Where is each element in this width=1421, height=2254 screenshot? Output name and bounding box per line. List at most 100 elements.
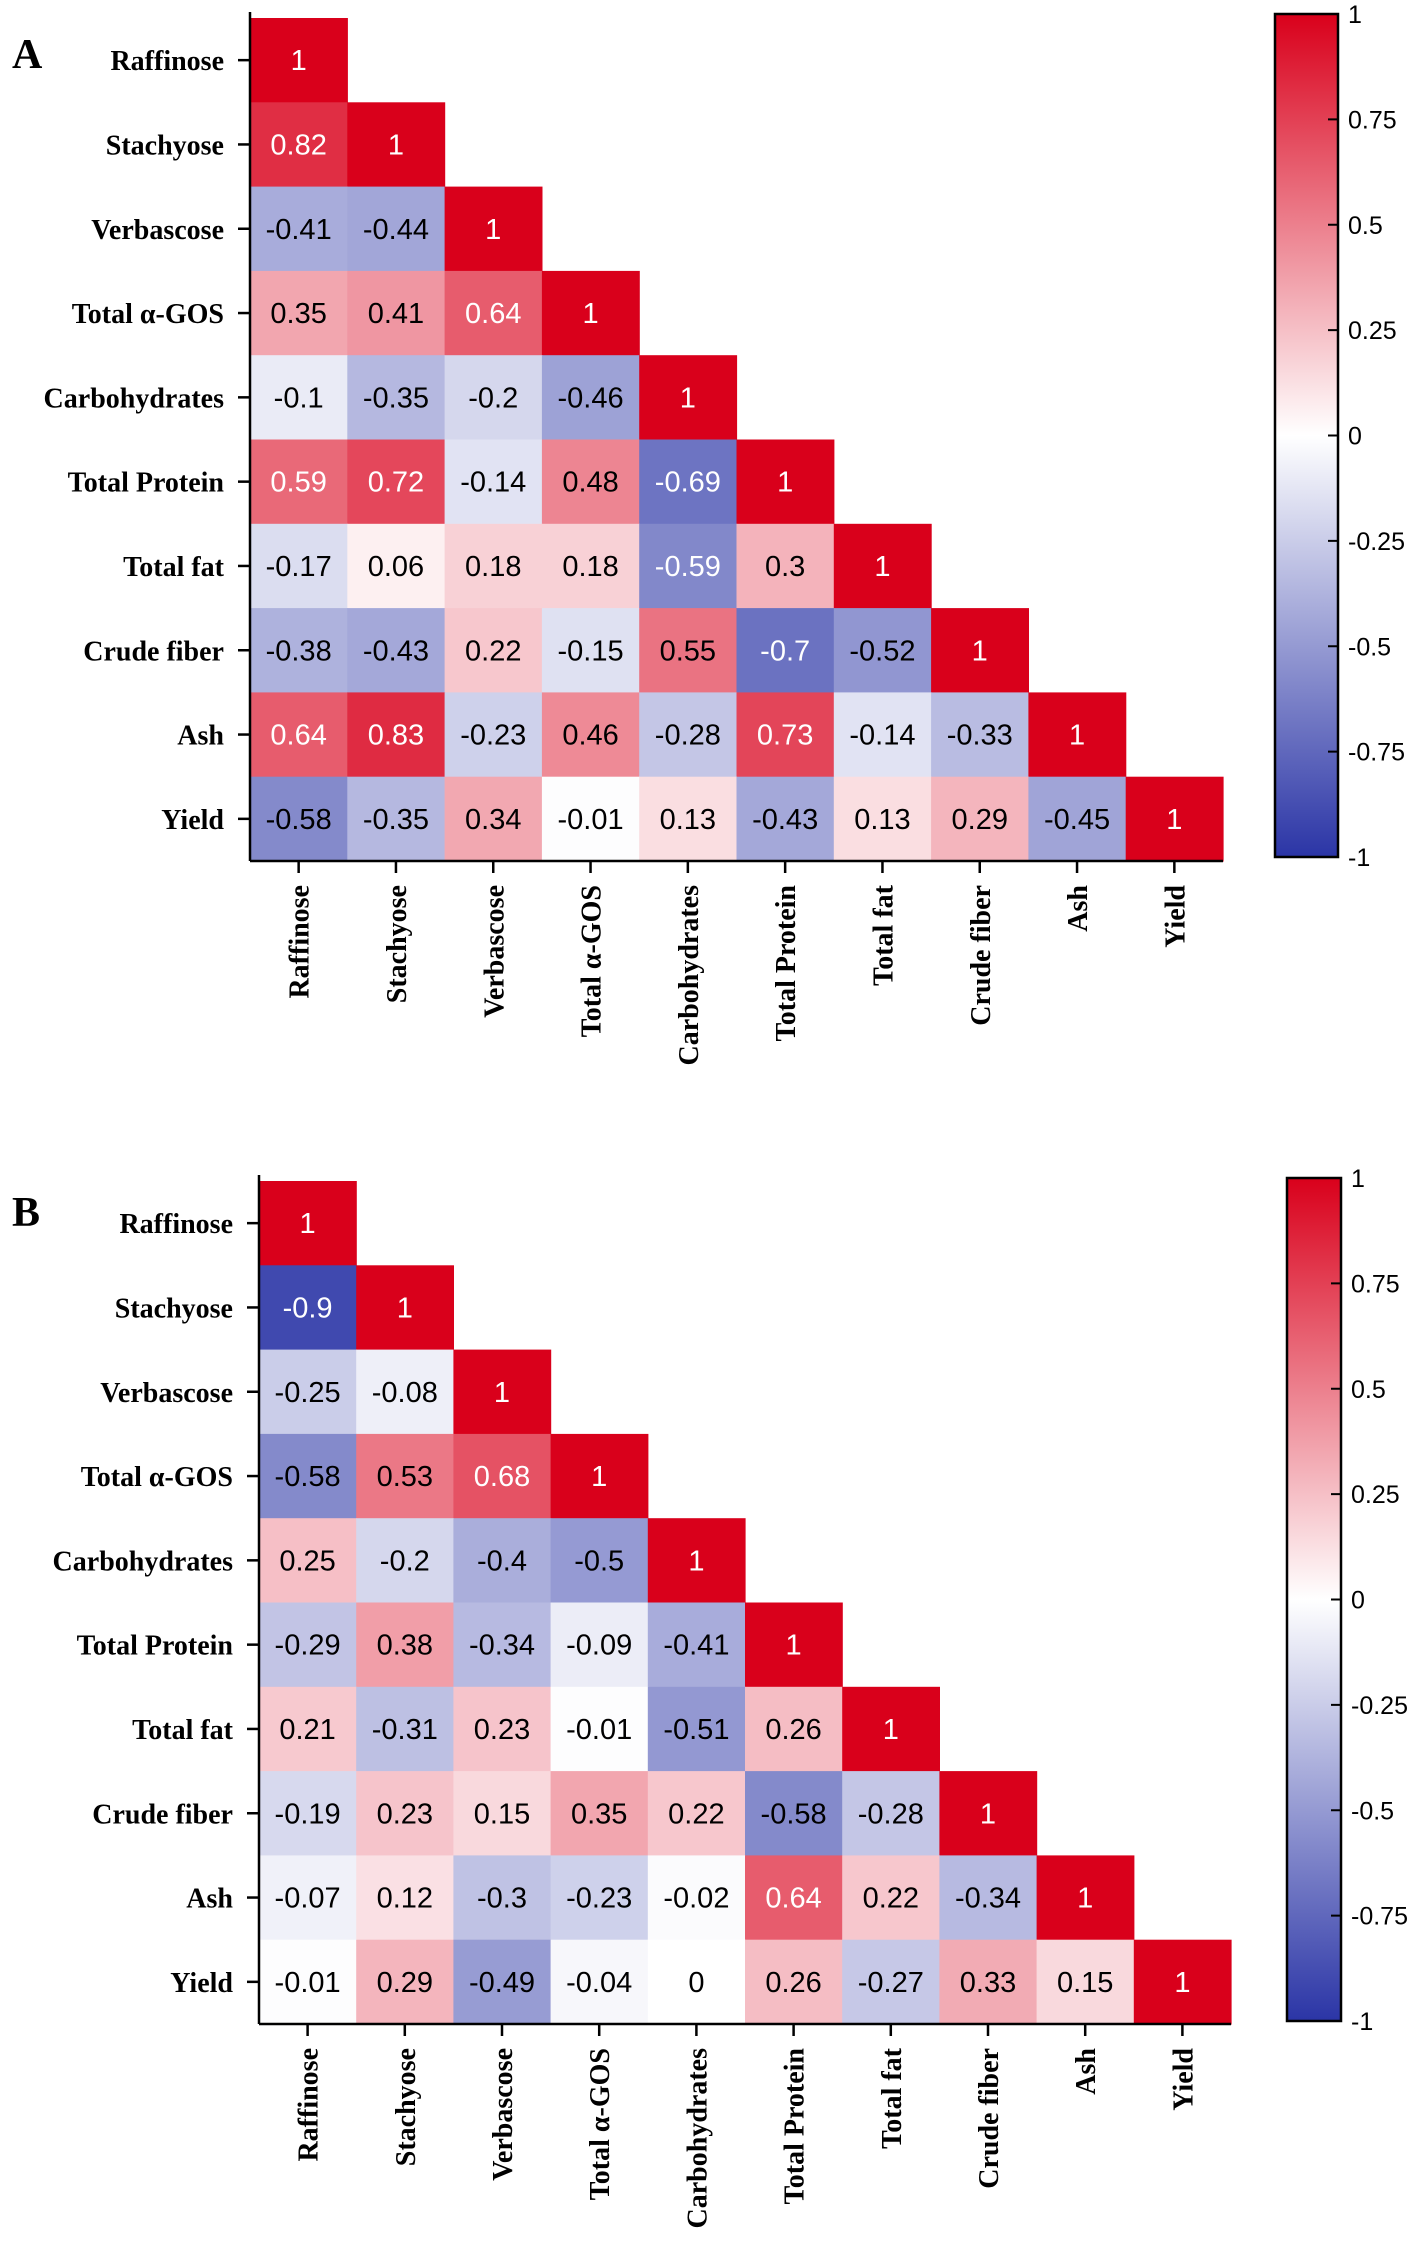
panel-a-colorbar-tick-label: 0.75 <box>1348 106 1397 134</box>
panel-a-cell-value: -0.33 <box>947 720 1013 752</box>
panel-a-cell-total-fat-stachyose <box>347 523 446 609</box>
panel-a-cell-carbohydrates-carbohydrates <box>639 355 738 441</box>
panel-a-row-label-total-protein: Total Protein <box>68 468 225 499</box>
panel-a-cell-value: 0.13 <box>854 804 910 836</box>
panel-a-cell-value: 0.18 <box>465 551 521 583</box>
panel-a-cell-verbascose-verbascose <box>444 186 543 272</box>
panel-b-cell-value: 0 <box>688 1967 704 1999</box>
panel-a-cell-value: -0.17 <box>266 551 332 583</box>
panel-b-cell-value: 0.68 <box>474 1461 530 1493</box>
panel-a-cell-yield-crude-fiber <box>931 776 1029 862</box>
panel-b-cell-ash-crude-fiber <box>939 1855 1038 1941</box>
panel-b-cell-stachyose-stachyose <box>356 1265 454 1351</box>
panel-b-letter: B <box>12 1190 40 1236</box>
panel-b-cell-value: 0.22 <box>863 1883 919 1915</box>
panel-b-cell-value: 1 <box>397 1292 413 1324</box>
panel-a-cell-ash-carbohydrates <box>639 692 738 778</box>
panel-b-cell-total-protein-stachyose <box>356 1602 454 1688</box>
panel-b-cell-value: 0.12 <box>377 1883 433 1915</box>
panel-a-cell-total-alpha-gos-raffinose <box>250 270 348 356</box>
panel-b-cell-total-protein-verbascose <box>453 1602 552 1688</box>
panel-a-cell-value: -0.52 <box>849 635 915 667</box>
panel-b-cell-value: -0.04 <box>566 1967 632 1999</box>
panel-b-cell-value: 0.38 <box>377 1630 433 1662</box>
panel-b-cell-yield-crude-fiber <box>939 1939 1038 2025</box>
panel-b-cell-yield-ash <box>1036 1939 1135 2025</box>
panel-b-cell-carbohydrates-verbascose <box>453 1518 552 1604</box>
panel-b-cell-total-protein-raffinose <box>259 1602 357 1688</box>
panel-a-letter: A <box>12 32 43 78</box>
panel-b-cell-value: -0.2 <box>380 1545 430 1577</box>
panel-a-cell-yield-total-protein <box>736 776 835 862</box>
panel-a-row-label-total-alpha-gos: Total α-GOS <box>72 299 224 330</box>
panel-b-cell-value: 0.29 <box>377 1967 433 1999</box>
panel-a-cell-total-protein-total-protein <box>736 439 835 525</box>
panel-b-cell-total-alpha-gos-verbascose <box>453 1433 552 1519</box>
panel-a-cell-value: 0.41 <box>368 298 424 330</box>
panel-b-cell-value: -0.41 <box>663 1630 729 1662</box>
panel-a-cell-ash-ash <box>1028 692 1127 778</box>
panel-b-cell-value: -0.01 <box>275 1967 341 1999</box>
panel-a-cell-total-protein-carbohydrates <box>639 439 738 525</box>
panel-a-cell-crude-fiber-stachyose <box>347 608 446 693</box>
panel-b-cell-stachyose-raffinose <box>259 1265 357 1351</box>
panel-b-cell-crude-fiber-total-protein <box>745 1771 843 1856</box>
panel-a-cell-total-protein-raffinose <box>250 439 348 525</box>
panel-a-cell-value: 1 <box>485 214 501 246</box>
panel-b-cell-yield-total-alpha-gos <box>550 1939 649 2025</box>
panel-a-cell-value: -0.43 <box>752 804 818 836</box>
panel-a-cell-total-protein-verbascose <box>444 439 543 525</box>
panel-b-cell-ash-verbascose <box>453 1855 552 1941</box>
panel-a-cell-ash-raffinose <box>250 692 348 778</box>
panel-a-row-label-stachyose: Stachyose <box>106 130 224 161</box>
panel-b-cell-value: -0.34 <box>955 1883 1021 1915</box>
panel-a-cell-yield-ash <box>1028 776 1127 862</box>
panel-a-cell-value: 1 <box>874 551 890 583</box>
panel-a-cell-value: 0.64 <box>270 720 326 752</box>
panel-b-cell-crude-fiber-stachyose <box>356 1771 454 1856</box>
panel-b-cell-value: 1 <box>591 1461 607 1493</box>
panel-b-cell-total-fat-total-fat <box>842 1686 940 1772</box>
panel-b-cell-crude-fiber-carbohydrates <box>647 1771 746 1856</box>
panel-b-cell-verbascose-raffinose <box>259 1349 357 1435</box>
panel-b-row-label-total-protein: Total Protein <box>77 1631 234 1662</box>
panel-b-col-label-ash: Ash <box>1071 2048 1102 2095</box>
panel-a-cell-total-alpha-gos-stachyose <box>347 270 446 356</box>
panel-b-cell-value: 0.64 <box>765 1883 821 1915</box>
panel-b-cell-value: 0.25 <box>279 1545 335 1577</box>
panel-b-cell-crude-fiber-total-alpha-gos <box>550 1771 649 1856</box>
panel-a-row-label-ash: Ash <box>177 721 224 752</box>
panel-a-cell-value: 0.06 <box>368 551 424 583</box>
panel-b-cell-value: 1 <box>980 1798 996 1830</box>
panel-a-cell-crude-fiber-total-protein <box>736 608 835 693</box>
panel-b-col-label-total-protein: Total Protein <box>780 2048 811 2205</box>
panel-b-cell-value: -0.02 <box>663 1883 729 1915</box>
panel-b-cell-value: -0.01 <box>566 1714 632 1746</box>
panel-a-cell-value: -0.01 <box>557 804 623 836</box>
panel-a-cell-yield-carbohydrates <box>639 776 738 862</box>
panel-b-cell-value: -0.29 <box>275 1630 341 1662</box>
panel-b-cell-total-fat-carbohydrates <box>647 1686 746 1772</box>
panel-b-cell-total-alpha-gos-total-alpha-gos <box>550 1433 649 1519</box>
panel-a-cell-value: 0.83 <box>368 720 424 752</box>
panel-a-cell-crude-fiber-verbascose <box>444 608 543 693</box>
panel-a-row-label-carbohydrates: Carbohydrates <box>44 383 225 414</box>
panel-b-cell-yield-yield <box>1133 1939 1232 2025</box>
panel-a-cell-total-fat-raffinose <box>250 523 348 609</box>
panel-a-row-label-crude-fiber: Crude fiber <box>83 636 224 667</box>
panel-b-cell-ash-total-alpha-gos <box>550 1855 649 1941</box>
panel-b-cell-yield-verbascose <box>453 1939 552 2025</box>
panel-b-cell-value: -0.23 <box>566 1883 632 1915</box>
panel-a-cell-value: -0.35 <box>363 382 429 414</box>
panel-b-colorbar-tick-label: -0.5 <box>1351 1797 1394 1825</box>
panel-a-colorbar-tick-label: 0 <box>1348 423 1362 451</box>
panel-a-cell-value: -0.15 <box>557 635 623 667</box>
panel-a-col-label-total-alpha-gos: Total α-GOS <box>577 885 608 1037</box>
panel-b-cell-carbohydrates-total-alpha-gos <box>550 1518 649 1604</box>
panel-a-cell-value: 0.46 <box>562 720 618 752</box>
panel-b-cell-yield-raffinose <box>259 1939 357 2025</box>
panel-b-colorbar-tick-label: 0.75 <box>1351 1270 1400 1298</box>
panel-a-cell-yield-yield <box>1125 776 1224 862</box>
panel-a-colorbar-tick-label: 1 <box>1348 1 1362 29</box>
panel-a-cell-value: -0.38 <box>266 635 332 667</box>
